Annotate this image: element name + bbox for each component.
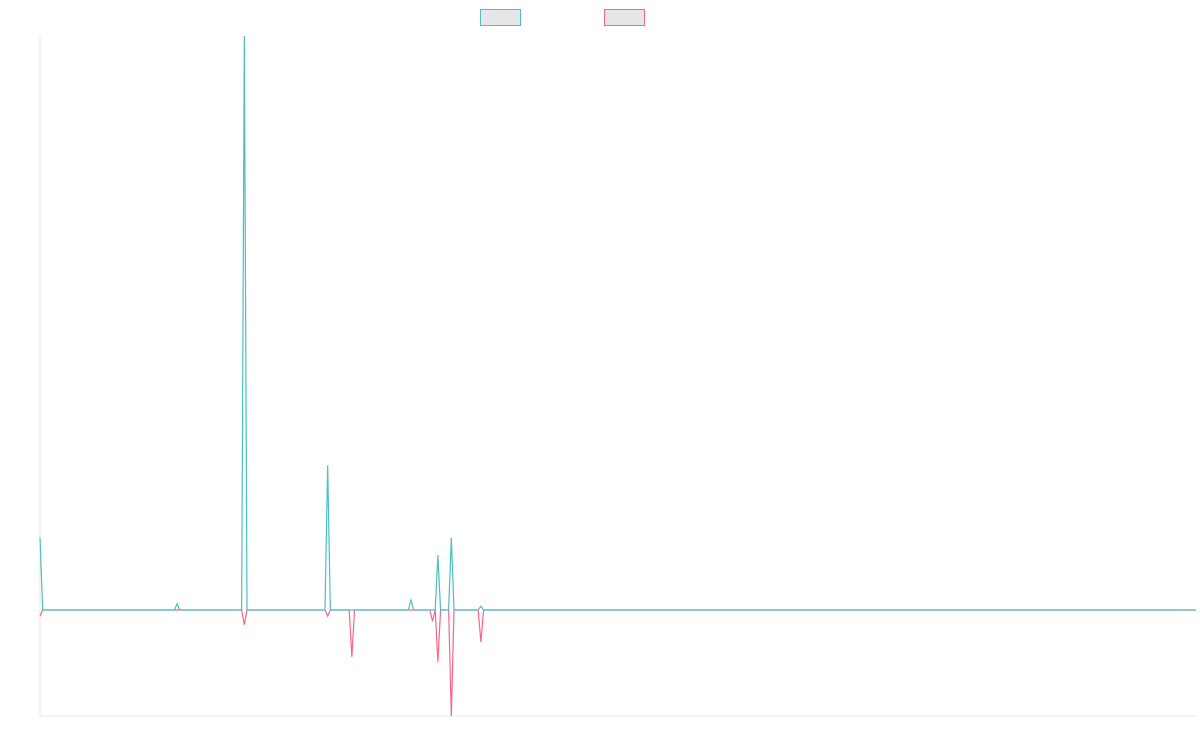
legend-swatch-2[interactable] [604, 9, 645, 26]
chart-series [39, 35, 1196, 717]
series-line-1 [39, 35, 1196, 611]
series-line-2 [39, 609, 1196, 717]
chart-axes [39, 36, 1196, 717]
chart-legend [480, 9, 645, 26]
legend-swatch-1[interactable] [480, 9, 521, 26]
